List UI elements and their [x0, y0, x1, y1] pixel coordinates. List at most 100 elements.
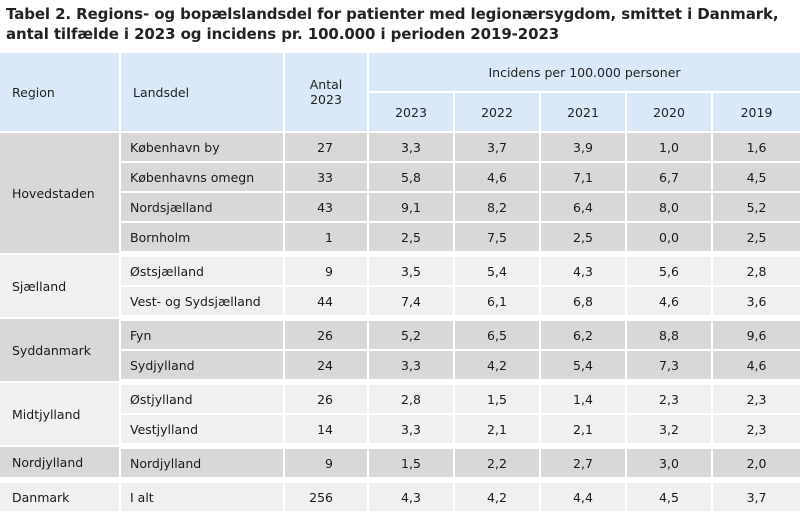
table-row: Nordsjælland 43 9,1 8,2 6,4 8,0 5,2 [0, 192, 800, 223]
antal-cell: 1 [284, 222, 369, 257]
landsdel-cell: København by [120, 132, 285, 163]
incidence-cell: 2,3 [626, 382, 713, 415]
incidence-cell: 9,1 [368, 192, 455, 223]
incidence-cell: 4,6 [626, 286, 713, 321]
table-row: Københavns omegn 33 5,8 4,6 7,1 6,7 4,5 [0, 162, 800, 193]
landsdel-cell: Fyn [120, 318, 285, 351]
incidence-cell: 6,4 [540, 192, 627, 223]
header-year: 2023 [368, 92, 455, 133]
header-antal-line1: Antal [309, 77, 343, 92]
incidence-cell: 2,3 [712, 414, 800, 449]
incidence-cell: 4,4 [540, 480, 627, 517]
incidence-cell: 4,6 [454, 162, 541, 193]
incidence-cell: 2,2 [454, 446, 541, 483]
incidence-cell: 2,8 [368, 382, 455, 415]
landsdel-cell: Nordjylland [120, 446, 285, 483]
antal-cell: 9 [284, 446, 369, 483]
incidence-cell: 1,5 [368, 446, 455, 483]
header-year: 2020 [626, 92, 713, 133]
incidence-cell: 2,8 [712, 254, 800, 287]
antal-cell: 9 [284, 254, 369, 287]
incidence-cell: 2,5 [540, 222, 627, 257]
header-year: 2021 [540, 92, 627, 133]
region-cell: Syddanmark [0, 318, 121, 383]
header-region: Region [0, 53, 121, 133]
incidence-cell: 3,7 [454, 132, 541, 163]
incidence-cell: 4,5 [626, 480, 713, 517]
incidence-cell: 8,8 [626, 318, 713, 351]
incidence-cell: 7,1 [540, 162, 627, 193]
incidence-cell: 3,6 [712, 286, 800, 321]
table-row: Midtjylland Østjylland 26 2,8 1,5 1,4 2,3 2,3 [0, 382, 800, 447]
region-cell: Sjælland [0, 254, 121, 319]
incidence-cell: 4,2 [454, 350, 541, 385]
antal-cell: 14 [284, 414, 369, 449]
incidence-cell: 2,3 [712, 382, 800, 415]
incidence-cell: 4,5 [712, 162, 800, 193]
incidence-cell: 2,1 [454, 414, 541, 449]
incidence-cell: 1,6 [712, 132, 800, 163]
antal-cell: 26 [284, 382, 369, 415]
incidence-cell: 1,4 [540, 382, 627, 415]
table-title: Tabel 2. Regions- og bopælslandsdel for … [6, 5, 779, 43]
incidence-cell: 0,0 [626, 222, 713, 257]
table-row: Danmark I alt 256 4,3 4,2 4,4 4,5 3,7 [0, 480, 800, 517]
incidence-cell: 6,2 [540, 318, 627, 351]
incidence-cell: 4,3 [540, 254, 627, 287]
incidence-cell: 9,6 [712, 318, 800, 351]
incidence-cell: 3,3 [368, 414, 455, 449]
antal-cell: 26 [284, 318, 369, 351]
table-row: Sydjylland 24 3,3 4,2 5,4 7,3 4,6 [0, 350, 800, 385]
incidence-cell: 5,4 [540, 350, 627, 385]
table-row: Vestjylland 14 3,3 2,1 2,1 3,2 2,3 [0, 414, 800, 449]
region-cell: Nordjylland [0, 446, 121, 483]
header-year: 2019 [712, 92, 800, 133]
incidence-table: Region Landsdel Antal 2023 Incidens per … [0, 53, 800, 517]
antal-cell: 24 [284, 350, 369, 385]
incidence-cell: 3,9 [540, 132, 627, 163]
incidence-cell: 3,5 [368, 254, 455, 287]
incidence-cell: 4,3 [368, 480, 455, 517]
landsdel-cell: Østsjælland [120, 254, 285, 287]
landsdel-cell: Sydjylland [120, 350, 285, 385]
incidence-cell: 6,1 [454, 286, 541, 321]
incidence-cell: 4,6 [712, 350, 800, 385]
incidence-cell: 5,4 [454, 254, 541, 287]
table-row: Bornholm 1 2,5 7,5 2,5 0,0 2,5 [0, 222, 800, 257]
landsdel-cell: Vest- og Sydsjælland [120, 286, 285, 321]
header-year: 2022 [454, 92, 541, 133]
incidence-cell: 3,7 [712, 480, 800, 517]
incidence-cell: 2,0 [712, 446, 800, 483]
incidence-cell: 5,6 [626, 254, 713, 287]
incidence-cell: 2,5 [712, 222, 800, 257]
incidence-cell: 1,0 [626, 132, 713, 163]
incidence-cell: 5,8 [368, 162, 455, 193]
incidence-cell: 1,5 [454, 382, 541, 415]
landsdel-cell: Bornholm [120, 222, 285, 257]
incidence-cell: 3,0 [626, 446, 713, 483]
incidence-cell: 4,2 [454, 480, 541, 517]
table-body: Hovedstaden København by 27 3,3 3,7 3,9 1,0 1,6… [0, 132, 800, 517]
table-row: Sjælland Østsjælland 9 3,5 5,4 4,3 5,6 2,8 [0, 254, 800, 319]
incidence-cell: 7,5 [454, 222, 541, 257]
antal-cell: 27 [284, 132, 369, 163]
table-row: Hovedstaden København by 27 3,3 3,7 3,9 1,0 1,6 [0, 132, 800, 255]
table-row: Syddanmark Fyn 26 5,2 6,5 6,2 8,8 9,6 [0, 318, 800, 383]
incidence-cell: 3,3 [368, 350, 455, 385]
antal-cell: 33 [284, 162, 369, 193]
incidence-cell: 5,2 [368, 318, 455, 351]
incidence-cell: 7,4 [368, 286, 455, 321]
incidence-cell: 3,2 [626, 414, 713, 449]
incidence-cell: 2,5 [368, 222, 455, 257]
incidence-cell: 3,3 [368, 132, 455, 163]
header-antal-line2: 2023 [310, 92, 342, 107]
landsdel-cell: Københavns omegn [120, 162, 285, 193]
region-cell: Hovedstaden [0, 132, 121, 255]
table-row: Vest- og Sydsjælland 44 7,4 6,1 6,8 4,6 3,6 [0, 286, 800, 321]
incidence-cell: 6,7 [626, 162, 713, 193]
incidence-cell: 5,2 [712, 192, 800, 223]
antal-cell: 43 [284, 192, 369, 223]
incidence-cell: 2,1 [540, 414, 627, 449]
region-cell: Midtjylland [0, 382, 121, 447]
incidence-cell: 2,7 [540, 446, 627, 483]
